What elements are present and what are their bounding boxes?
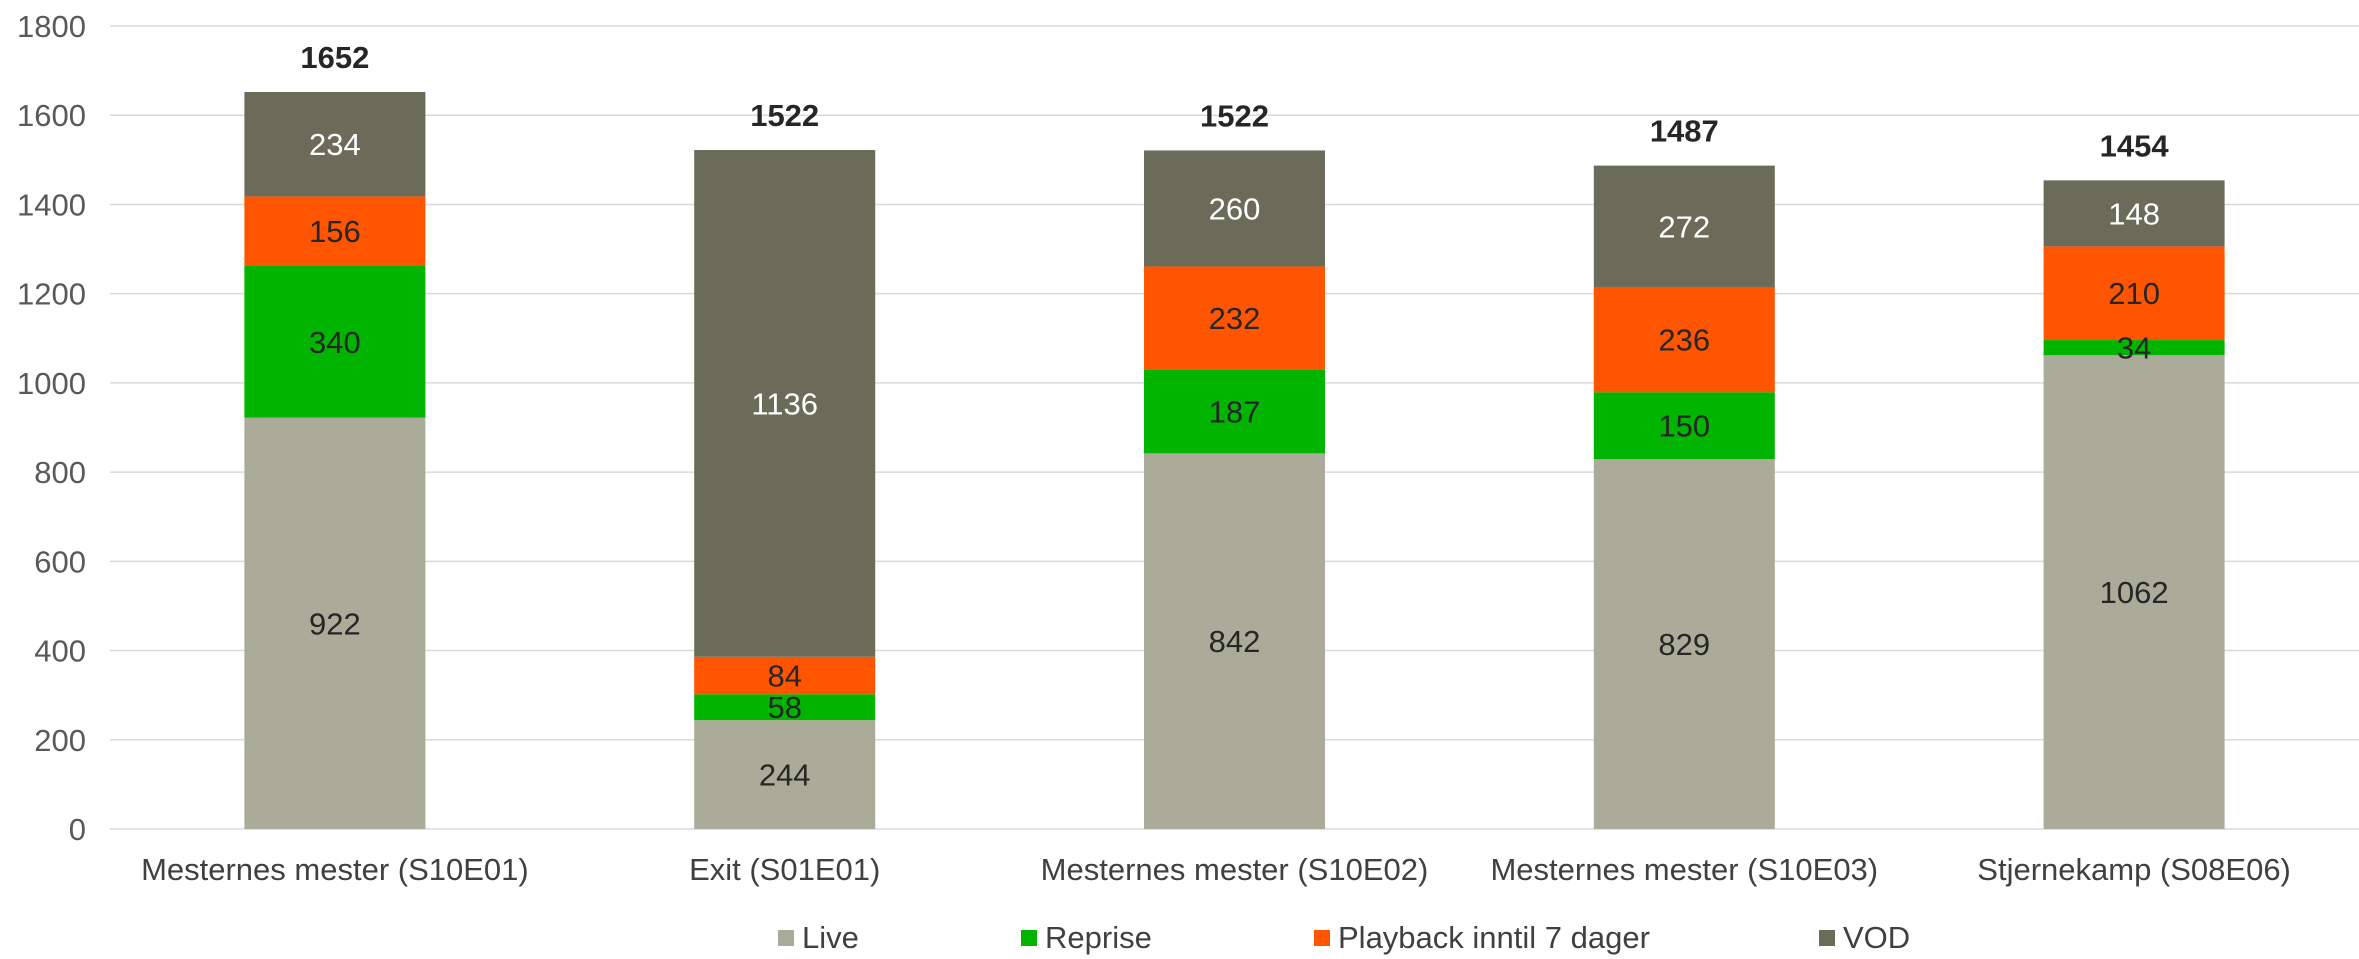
- y-axis-tick-labels: 0 200 400 600 800 1000 1200 1400 1600 1800: [17, 9, 86, 847]
- legend-label: Live: [802, 920, 859, 955]
- legend-label: Reprise: [1045, 920, 1152, 955]
- legend-swatch: [1021, 930, 1037, 946]
- legend-item-playback-inntil-7-dager: Playback inntil 7 dager: [1314, 920, 1650, 956]
- legend-label: VOD: [1843, 920, 1911, 955]
- segment-value-label: 1062: [2100, 575, 2169, 610]
- y-tick-label: 800: [34, 455, 86, 490]
- bar-segment-live: [2043, 355, 2225, 829]
- total-data-labels: 1652 1522 1522 1487 1454: [300, 40, 2169, 163]
- segment-value-label: 244: [759, 758, 811, 793]
- legend-item-reprise: Reprise: [1021, 920, 1152, 956]
- segment-value-label: 232: [1209, 301, 1261, 336]
- x-category-label: Mesternes mester (S10E03): [1490, 852, 1878, 887]
- total-value-label: 1652: [300, 40, 369, 75]
- bar-segment-vod: [694, 150, 876, 657]
- legend-item-vod: VOD: [1819, 920, 1910, 956]
- total-value-label: 1522: [750, 98, 819, 133]
- chart-legend: Live Reprise Playback inntil 7 dager VOD: [0, 920, 2359, 956]
- segment-value-label: 272: [1658, 209, 1710, 244]
- bar-segment-playback-inntil-7-dager: [2043, 246, 2225, 341]
- bar-segment-reprise: [1593, 392, 1775, 460]
- x-category-label: Mesternes mester (S10E02): [1041, 852, 1429, 887]
- x-category-label: Exit (S01E01): [689, 852, 880, 887]
- bar-segment-live: [244, 417, 426, 829]
- y-tick-label: 200: [34, 723, 86, 758]
- y-tick-label: 600: [34, 544, 86, 579]
- segment-value-label: 148: [2108, 196, 2160, 231]
- y-tick-label: 0: [69, 812, 86, 847]
- total-value-label: 1487: [1650, 114, 1719, 149]
- segment-value-label: 84: [767, 659, 801, 694]
- y-tick-label: 1400: [17, 187, 86, 222]
- segment-value-label: 150: [1658, 409, 1710, 444]
- legend-swatch: [1819, 930, 1835, 946]
- bar-segment-playback-inntil-7-dager: [244, 196, 426, 267]
- segment-value-label: 236: [1658, 323, 1710, 358]
- bar-segment-vod: [244, 92, 426, 197]
- segment-value-label: 234: [309, 127, 361, 162]
- total-value-label: 1522: [1200, 98, 1269, 133]
- y-tick-label: 1800: [17, 9, 86, 44]
- bar-segment-reprise: [2043, 340, 2225, 356]
- y-tick-label: 400: [34, 634, 86, 669]
- segment-value-label: 829: [1658, 627, 1710, 662]
- legend-label: Playback inntil 7 dager: [1338, 920, 1650, 955]
- x-category-label: Mesternes mester (S10E01): [141, 852, 529, 887]
- y-tick-label: 1000: [17, 366, 86, 401]
- bar-segments: [244, 92, 2225, 829]
- segment-value-label: 187: [1209, 395, 1261, 430]
- y-tick-label: 1600: [17, 98, 86, 133]
- total-value-label: 1454: [2100, 128, 2170, 163]
- bar-segment-live: [694, 720, 876, 829]
- segment-value-label: 922: [309, 606, 361, 641]
- x-category-label: Stjernekamp (S08E06): [1977, 852, 2291, 887]
- bar-segment-vod: [1144, 150, 1325, 267]
- bar-segment-vod: [1593, 165, 1775, 287]
- x-axis-category-labels: Mesternes mester (S10E01) Exit (S01E01) Me…: [141, 852, 2291, 887]
- segment-value-label: 210: [2108, 276, 2160, 311]
- segment-value-label: 842: [1209, 624, 1261, 659]
- bar-segment-vod: [2043, 180, 2225, 247]
- bar-segment-playback-inntil-7-dager: [1593, 286, 1775, 393]
- bar-segment-playback-inntil-7-dager: [1144, 266, 1325, 370]
- bar-segment-reprise: [244, 266, 426, 418]
- bar-segment-live: [1144, 453, 1325, 829]
- legend-swatch: [778, 930, 794, 946]
- segment-value-label: 58: [767, 690, 801, 725]
- y-tick-label: 1200: [17, 277, 86, 312]
- segment-value-label: 34: [2117, 331, 2151, 366]
- legend-item-live: Live: [778, 920, 859, 956]
- segment-value-label: 156: [309, 214, 361, 249]
- bar-segment-reprise: [1144, 369, 1325, 454]
- segment-value-label: 260: [1209, 191, 1261, 226]
- legend-swatch: [1314, 930, 1330, 946]
- bar-segment-playback-inntil-7-dager: [694, 656, 876, 695]
- bar-segment-live: [1593, 459, 1775, 829]
- bar-segment-reprise: [694, 694, 876, 721]
- segment-value-label: 340: [309, 325, 361, 360]
- segment-value-label: 1136: [751, 386, 818, 421]
